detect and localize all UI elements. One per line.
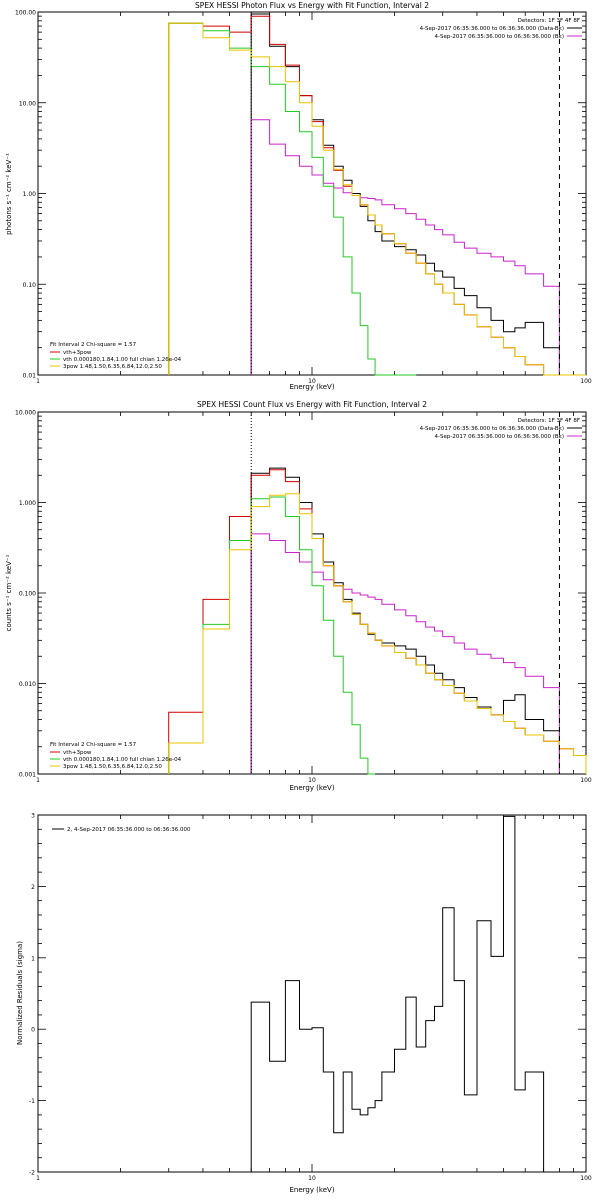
photon-series-data-bk [250, 13, 560, 375]
count-data-legend-label-1: 4-Sep-2017 06:35:36.000 to 06:36:36.000 … [420, 426, 564, 432]
count-x-tick-label: 10 [308, 777, 316, 784]
residuals-histogram [250, 815, 545, 1172]
photon-x-axis-label: Energy (keV) [289, 383, 334, 391]
residuals-series-group [250, 815, 545, 1172]
photon-x-tick-label: 100 [580, 378, 592, 385]
count-series-data-bk [250, 467, 560, 774]
photon-fit-text: Fit Interval 2 Chi-square = 1.57 [50, 342, 137, 348]
count-detectors-text: Detectors: 1F 3F 4F 8F [518, 418, 580, 424]
photon-series-group [168, 13, 586, 376]
photon-series-3pow [168, 22, 586, 376]
photon-data-legend-label-1: 4-Sep-2017 06:35:36.000 to 06:36:36.000 … [420, 26, 564, 32]
photon-fit-label-2: vth 0.000180,1.84,1.00 full chian 1.26e-… [63, 357, 182, 363]
photon-y-tick-label: 0.01 [23, 373, 37, 380]
residuals-legend-label: 2, 4-Sep-2017 06:35:36.000 to 06:36:36.0… [67, 827, 191, 833]
photon-y-tick-label: 1.00 [23, 191, 37, 198]
count-panel-title: SPEX HESSI Count Flux vs Energy with Fit… [197, 400, 427, 409]
photon-series-vth-3pow [168, 15, 586, 376]
photon-x-tick-label: 10 [308, 378, 316, 385]
count-y-axis-label: counts s⁻¹ cm⁻² keV⁻¹ [5, 554, 13, 631]
count-series-vth [168, 496, 376, 775]
photon-fit-label-1: vth+3pow [63, 350, 92, 356]
count-y-tick-label: 0.010 [19, 681, 36, 688]
residuals-y-tick-label: 3 [31, 813, 35, 820]
photon-y-tick-label: 0.10 [23, 282, 37, 289]
count-data-legend-label-2: 4-Sep-2017 06:35:36.000 to 06:36:36.000 … [435, 434, 565, 440]
photon-y-axis-label: photons s⁻¹ cm⁻² keV⁻¹ [5, 153, 13, 235]
photon-panel-title: SPEX HESSI Photon Flux vs Energy with Fi… [195, 1, 429, 10]
residuals-x-axis-label: Energy (keV) [289, 1186, 334, 1194]
residuals-y-axis-label: Normalized Residuals (sigma) [16, 941, 24, 1045]
count-series-3pow [168, 493, 587, 774]
residuals-x-tick-label: 1 [36, 1175, 40, 1182]
photon-detectors-text: Detectors: 1F 3F 4F 8F [518, 18, 580, 24]
photon-fit-label-3: 3pow 1.48,1.50,6.35,6.84,12.0,2.50 [63, 364, 162, 370]
photon-data-legend-label-2: 4-Sep-2017 06:35:36.000 to 06:36:36.000 … [435, 34, 565, 40]
count-y-tick-label: 0.100 [19, 591, 36, 598]
photon-data-legend: 4-Sep-2017 06:35:36.000 to 06:36:36.000 … [420, 26, 582, 40]
count-series-bk [250, 533, 560, 774]
count-axis-ticks: 1 10 100 0.001 0.010 0.100 1.000 10.000 [15, 410, 592, 785]
count-fit-label-3: 3pow 1.48,1.50,6.35,6.84,12.0,2.50 [63, 764, 162, 770]
count-data-legend: 4-Sep-2017 06:35:36.000 to 06:36:36.000 … [420, 426, 582, 440]
photon-fit-legend: Fit Interval 2 Chi-square = 1.57 vth+3po… [50, 342, 182, 370]
count-flux-panel: SPEX HESSI Count Flux vs Energy with Fit… [5, 400, 592, 792]
count-fit-label-1: vth+3pow [63, 750, 92, 756]
photon-x-tick-label: 1 [36, 378, 40, 385]
residuals-y-tick-label: 0 [31, 1027, 35, 1034]
count-y-tick-label: 10.000 [15, 410, 36, 417]
photon-y-tick-label: 10.00 [19, 100, 36, 107]
count-x-axis-label: Energy (keV) [289, 784, 334, 792]
photon-y-tick-label: 100.00 [15, 10, 36, 17]
residuals-axis-ticks: 1 10 100 -2 -1 0 1 2 3 [29, 813, 592, 1183]
photon-series-vth [168, 22, 417, 376]
residuals-x-tick-label: 100 [580, 1175, 592, 1182]
photon-axis-ticks: 1 10 100 0.01 0.10 1.00 10.00 100.00 [15, 10, 592, 386]
count-fit-legend: Fit Interval 2 Chi-square = 1.57 vth+3po… [50, 742, 182, 770]
count-y-tick-label: 0.001 [19, 772, 36, 779]
count-y-tick-label: 1.000 [19, 500, 36, 507]
photon-flux-panel: SPEX HESSI Photon Flux vs Energy with Fi… [5, 1, 592, 391]
residuals-x-tick-label: 10 [308, 1175, 316, 1182]
residuals-y-tick-label: -2 [29, 1170, 35, 1177]
residuals-y-tick-label: 1 [31, 955, 35, 962]
count-fit-text: Fit Interval 2 Chi-square = 1.57 [50, 742, 137, 748]
photon-series-bk [250, 119, 560, 375]
count-series-group [168, 467, 587, 775]
count-x-tick-label: 100 [580, 777, 592, 784]
residuals-y-tick-label: -1 [29, 1098, 35, 1105]
residuals-panel: 1 10 100 -2 -1 0 1 2 3 Normalized Residuals (sig… [16, 813, 592, 1195]
count-x-tick-label: 1 [36, 777, 40, 784]
residuals-y-tick-label: 2 [31, 884, 35, 891]
count-fit-label-2: vth 0.000180,1.84,1.00 full chian 1.26e-… [63, 757, 182, 763]
